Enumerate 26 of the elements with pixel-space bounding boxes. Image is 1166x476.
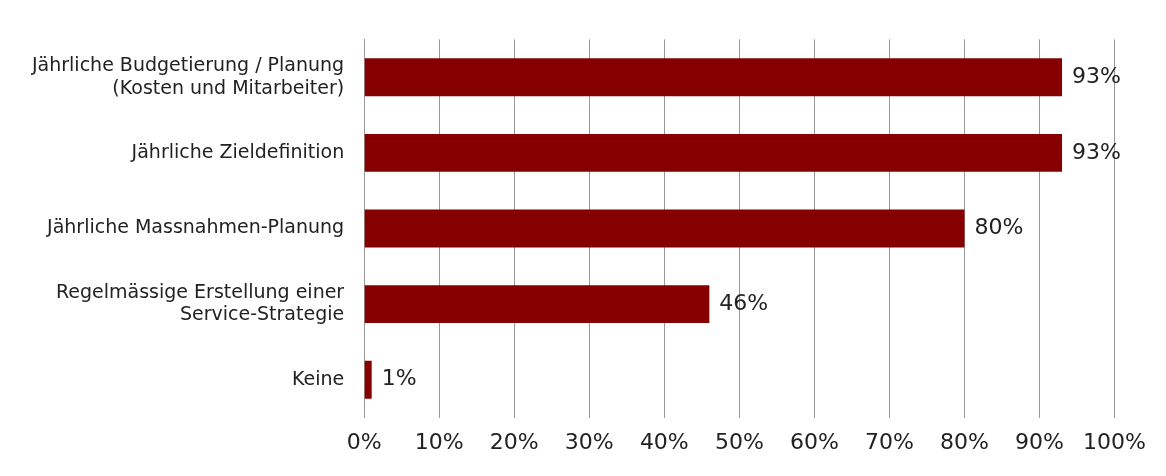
y-tick-label: Jährliche Budgetierung / Planung (Kosten und Mitarbeiter) — [31, 52, 345, 98]
bar — [364, 285, 710, 324]
data-label: 93% — [1072, 138, 1121, 164]
y-tick-label: Regelmässige Erstellung einer Service-Strategie — [55, 279, 345, 325]
data-label: 80% — [974, 214, 1024, 240]
x-tick-label: 100% — [1083, 428, 1147, 454]
x-tick-label: 20% — [489, 428, 539, 454]
y-tick-label: Jährliche Massnahmen-Planung — [46, 215, 345, 238]
x-tick-label: 10% — [414, 428, 464, 454]
x-tick-label: 30% — [564, 428, 614, 454]
data-label: 46% — [719, 289, 769, 315]
x-tick-label: 60% — [789, 428, 839, 454]
data-label: 93% — [1072, 62, 1121, 88]
x-tick-label: 0% — [346, 428, 382, 454]
data-label: 1% — [381, 365, 417, 391]
x-tick-label: 50% — [714, 428, 764, 454]
x-tick-label: 80% — [940, 428, 989, 454]
bar — [364, 209, 965, 248]
bar — [364, 58, 1063, 97]
x-tick-label: 90% — [1015, 428, 1064, 454]
x-tick-label: 70% — [864, 428, 914, 454]
x-tick-label: 40% — [639, 428, 689, 454]
y-tick-label: Jährliche Zieldefinition — [130, 139, 345, 162]
bar — [364, 133, 1063, 172]
y-tick-label: Keine — [291, 366, 345, 389]
bar — [364, 360, 372, 399]
